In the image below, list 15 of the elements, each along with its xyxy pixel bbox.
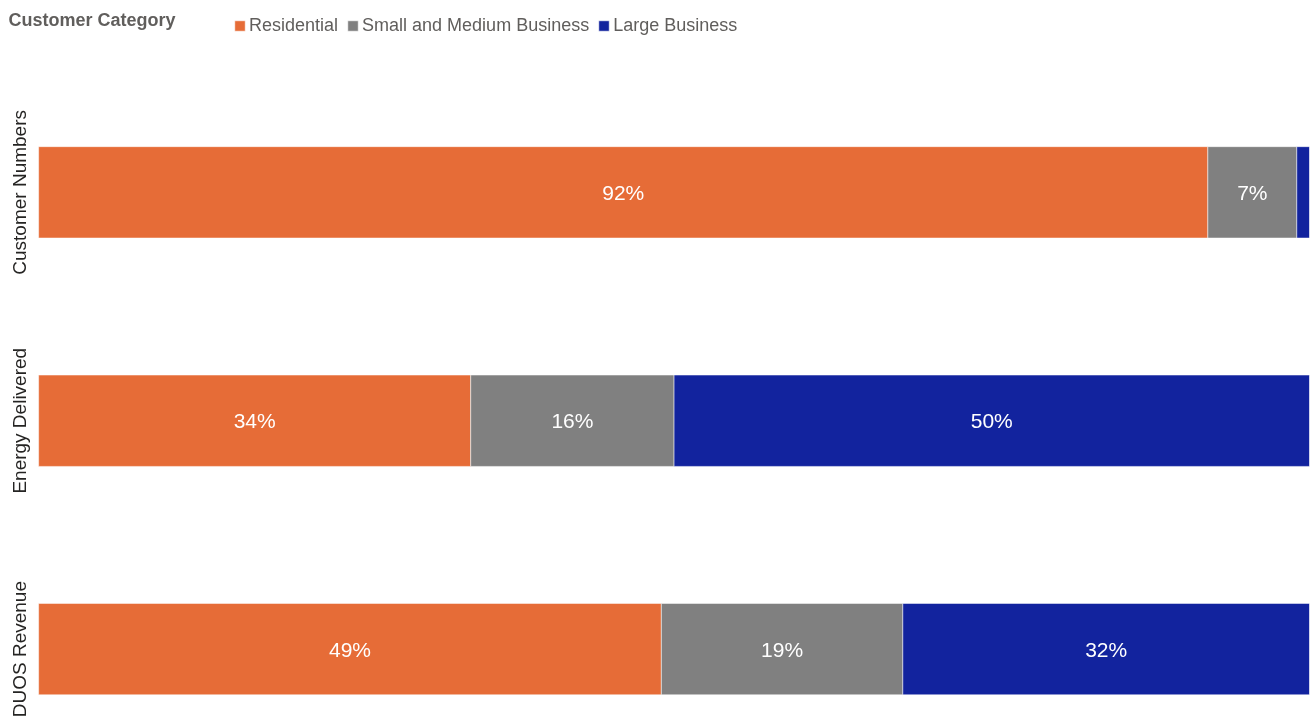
data-label: 19% (761, 637, 804, 661)
y-tick-label: Customer Numbers (9, 109, 31, 275)
data-label: 49% (328, 637, 372, 661)
legend-label: Small and Medium Business (362, 15, 590, 36)
data-label: 50% (970, 409, 1013, 433)
legend-label: Residential (249, 15, 339, 36)
data-label: 32% (1085, 637, 1128, 661)
y-tick-label: Energy Delivered (9, 347, 31, 494)
legend-title: Customer Category (8, 9, 176, 30)
data-label: 92% (602, 180, 645, 204)
data-label: 16% (551, 409, 594, 433)
data-label: 7% (1237, 180, 1268, 204)
legend-label: Large Business (613, 15, 738, 36)
data-label: 34% (233, 409, 276, 433)
y-tick-label: DUOS Revenue (9, 581, 31, 718)
